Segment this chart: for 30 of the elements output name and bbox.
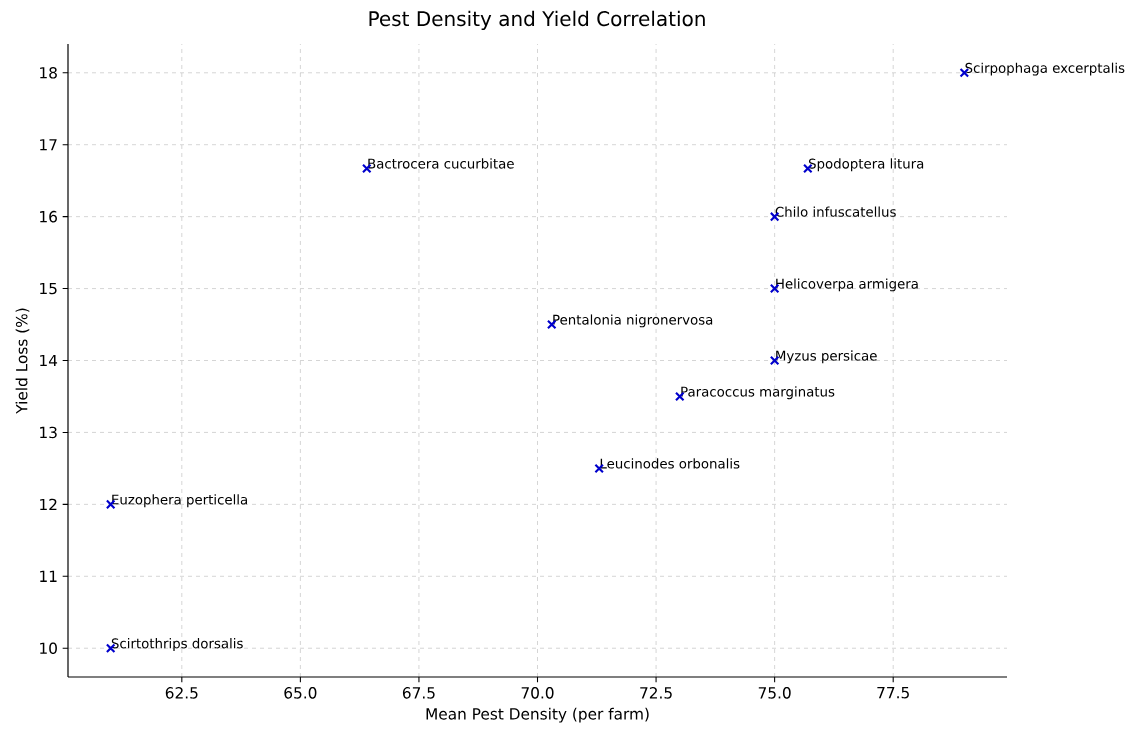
annotation: Scirtothrips dorsalis <box>111 638 243 652</box>
x-tick-label: 67.5 <box>402 687 435 699</box>
annotation: Spodoptera litura <box>808 158 924 172</box>
x-tick-label: 62.5 <box>165 687 198 699</box>
annotation: Bactrocera cucurbitae <box>368 158 514 169</box>
annotation: Scirpophaga excerptalis <box>965 62 1125 76</box>
x-tick-label: 72.5 <box>640 687 672 699</box>
y-tick-label: 11 <box>40 570 57 582</box>
y-tick-label: 17 <box>40 139 57 151</box>
annotation: Helicoverpa armigera <box>776 278 918 292</box>
y-tick-label: 10 <box>40 642 57 655</box>
annotation: Pentalonia nigronervosa <box>553 314 713 328</box>
annotation: Myzus persicae <box>776 350 877 364</box>
x-axis-title: Mean Pest Density (per farm) <box>426 707 649 723</box>
y-tick-label: 15 <box>40 282 57 295</box>
y-tick-label: 13 <box>40 426 57 439</box>
annotation: Leucinodes orbonalis <box>600 458 740 469</box>
x-tick-label: 75.0 <box>758 687 791 699</box>
x-tick-label: 77.5 <box>877 687 909 699</box>
y-tick-label: 18 <box>40 66 57 79</box>
annotation: Euzophera perticella <box>112 494 247 508</box>
y-tick-label: 16 <box>40 210 57 223</box>
y-axis-title: Yield Loss (%) <box>15 308 30 414</box>
annotation: Chilo infuscatellus <box>775 206 896 217</box>
x-tick-label: 70.0 <box>521 687 554 699</box>
chart-title: Pest Density and Yield Correlation <box>369 10 705 31</box>
y-tick-label: 12 <box>40 498 57 511</box>
x-tick-label: 65.0 <box>284 687 317 699</box>
y-tick-label: 14 <box>40 354 58 367</box>
annotation: Paracoccus marginatus <box>681 386 835 400</box>
